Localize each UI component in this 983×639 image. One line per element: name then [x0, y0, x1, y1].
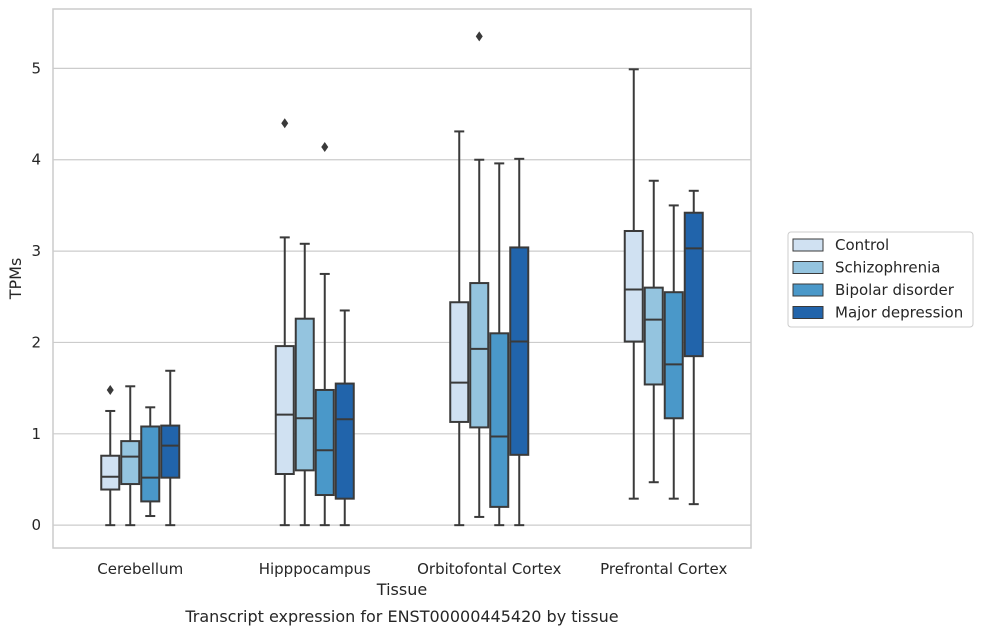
- box-control-3: [623, 68, 644, 500]
- box-bipolar-disorder-1: [314, 141, 335, 527]
- box-control-0: [100, 384, 121, 527]
- box-groups: [100, 31, 704, 527]
- legend: Control Schizophrenia Bipolar disorder Majo…: [787, 231, 974, 328]
- box-bipolar-disorder-3: [663, 204, 684, 500]
- y-axis-label: TPMs: [6, 258, 25, 301]
- iqr-box: [120, 440, 141, 486]
- iqr-box: [469, 282, 490, 429]
- y-tick-label: 5: [31, 59, 41, 77]
- iqr-box: [449, 301, 470, 423]
- box-major-depression-1: [334, 309, 355, 527]
- legend-label: Control: [835, 236, 889, 254]
- figure-caption: Transcript expression for ENST0000044542…: [184, 607, 618, 626]
- iqr-box: [334, 382, 355, 500]
- legend-swatch: [792, 306, 824, 319]
- legend-swatch: [792, 261, 824, 274]
- iqr-box: [294, 317, 315, 472]
- iqr-box: [509, 246, 530, 456]
- x-tick-label: Orbitofontal Cortex: [417, 560, 561, 578]
- box-control-1: [274, 118, 295, 527]
- x-tick-label: Hipppocampus: [259, 560, 371, 578]
- box-bipolar-disorder-2: [489, 162, 510, 527]
- legend-label: Major depression: [835, 304, 963, 322]
- legend-swatch: [792, 238, 824, 252]
- box-schizophrenia-2: [469, 31, 490, 518]
- box-major-depression-3: [683, 189, 704, 506]
- plot-frame: [52, 8, 752, 549]
- outlier-point: [106, 384, 114, 395]
- iqr-box: [314, 388, 335, 497]
- y-axis-ticks: 0 1 2 3 4 5: [31, 59, 41, 534]
- y-tick-label: 1: [31, 425, 41, 443]
- box-schizophrenia-3: [643, 179, 664, 484]
- iqr-box: [683, 211, 704, 358]
- y-tick-label: 0: [31, 516, 41, 534]
- box-schizophrenia-1: [294, 242, 315, 527]
- iqr-box: [643, 286, 664, 386]
- iqr-box: [623, 229, 644, 343]
- legend-label: Bipolar disorder: [835, 281, 955, 299]
- x-axis-label: Tissue: [376, 580, 427, 599]
- x-axis-ticks: Cerebellum Hipppocampus Orbitofontal Corte…: [97, 560, 727, 578]
- iqr-box: [663, 291, 684, 420]
- legend-label: Schizophrenia: [835, 259, 940, 277]
- x-tick-label: Cerebellum: [97, 560, 183, 578]
- y-tick-label: 3: [31, 242, 41, 260]
- box-bipolar-disorder-0: [140, 406, 161, 518]
- legend-frame: [787, 231, 974, 328]
- y-tick-label: 2: [31, 333, 41, 351]
- iqr-box: [140, 425, 161, 503]
- outlier-point: [475, 31, 483, 42]
- y-tick-label: 4: [31, 151, 41, 169]
- outlier-point: [321, 141, 329, 152]
- box-major-depression-2: [509, 157, 530, 527]
- iqr-box: [100, 454, 121, 491]
- legend-swatch: [792, 283, 824, 297]
- box-schizophrenia-0: [120, 385, 141, 527]
- iqr-box: [160, 424, 181, 479]
- box-major-depression-0: [160, 369, 181, 527]
- box-control-2: [449, 130, 470, 527]
- iqr-box: [274, 345, 295, 476]
- x-tick-label: Prefrontal Cortex: [600, 560, 727, 578]
- iqr-box: [489, 332, 510, 508]
- outlier-point: [281, 118, 289, 129]
